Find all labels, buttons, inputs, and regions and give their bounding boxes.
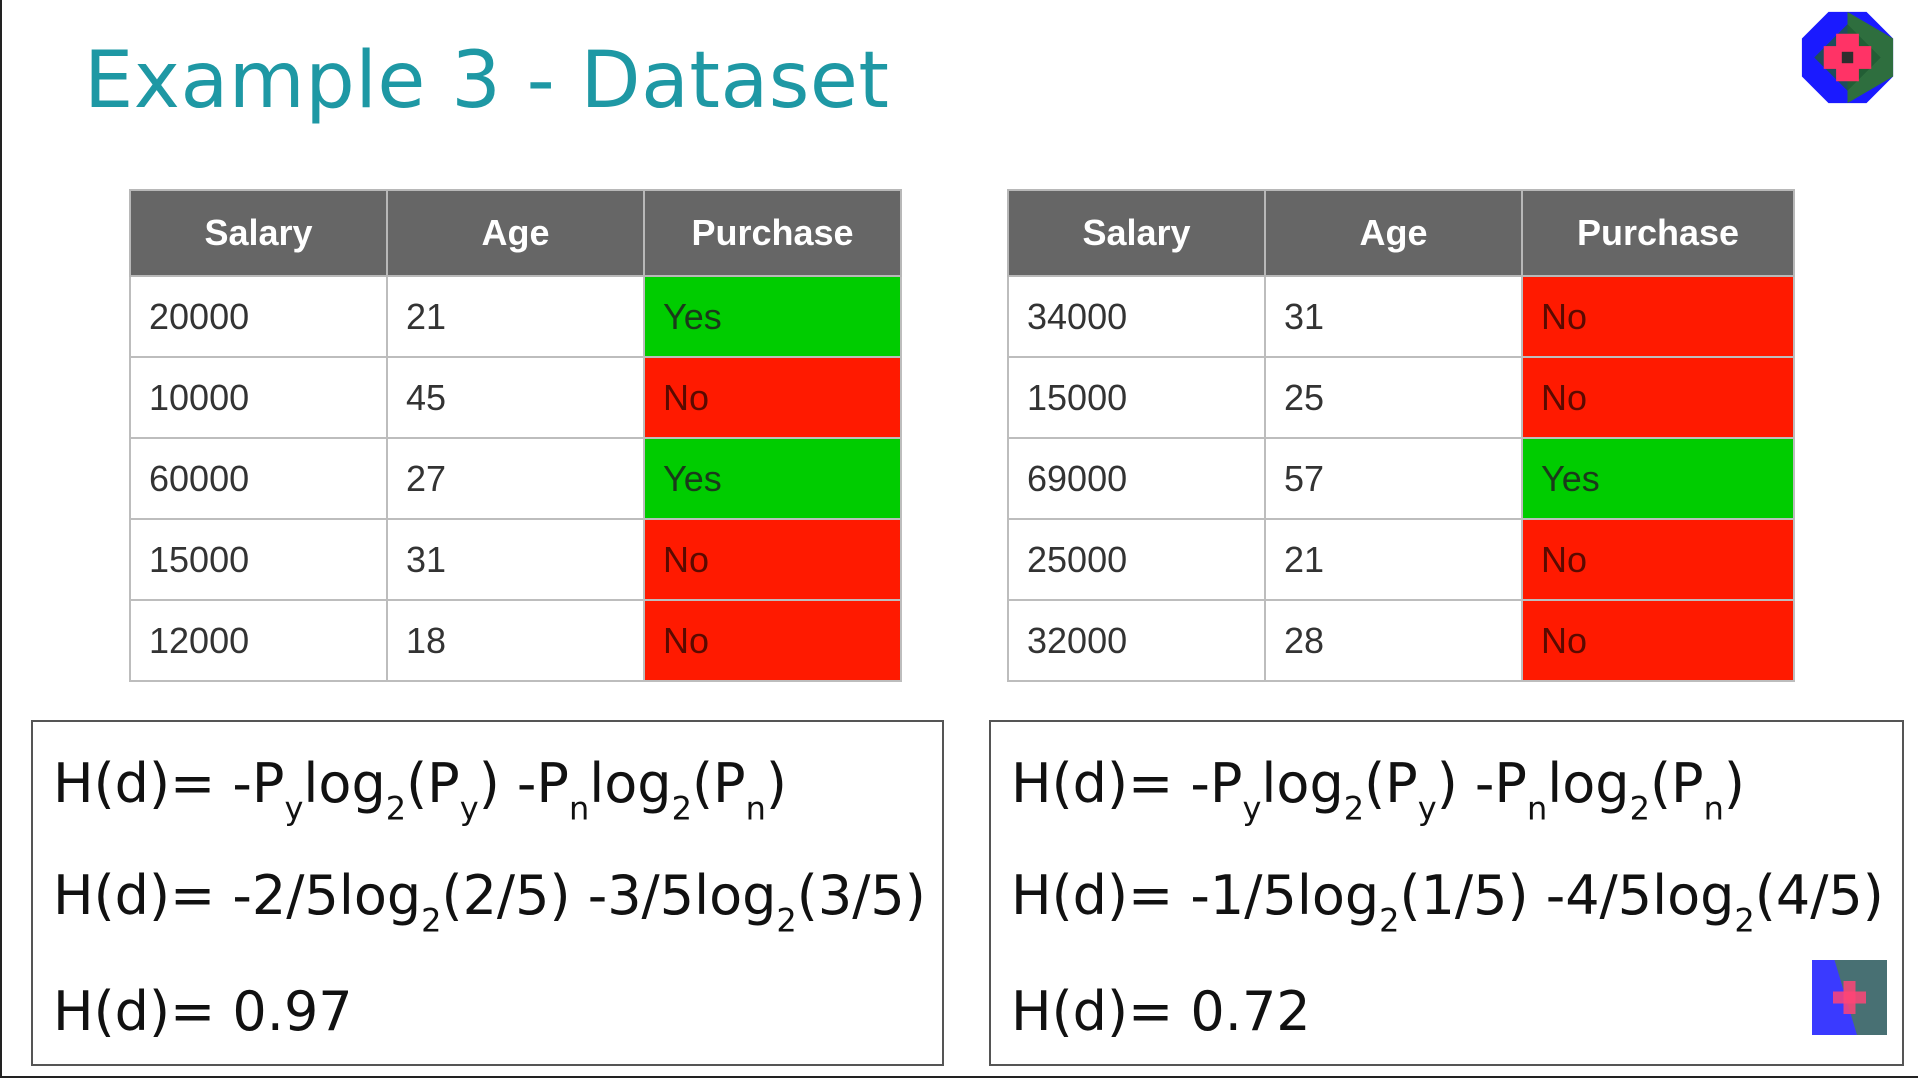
cell-age: 31 xyxy=(386,518,645,601)
cell-age: 27 xyxy=(386,437,645,520)
header-purchase: Purchase xyxy=(643,189,902,277)
logo-icon xyxy=(1801,11,1894,104)
formula-line-general: H(d)= -Pylog2(Py) -Pnlog2(Pn) xyxy=(53,752,787,828)
table-row: 15000 25 No xyxy=(1007,356,1795,439)
header-salary: Salary xyxy=(1007,189,1266,277)
cell-salary: 12000 xyxy=(129,599,388,682)
cell-salary: 10000 xyxy=(129,356,388,439)
cell-purchase: No xyxy=(1521,275,1795,358)
table-row: 34000 31 No xyxy=(1007,275,1795,358)
dataset-table-left: Salary Age Purchase 20000 21 Yes 10000 4… xyxy=(129,189,902,682)
cell-salary: 32000 xyxy=(1007,599,1266,682)
cell-age: 31 xyxy=(1264,275,1523,358)
cell-age: 21 xyxy=(1264,518,1523,601)
cell-purchase: No xyxy=(643,599,902,682)
entropy-formula-box-left: H(d)= -Pylog2(Py) -Pnlog2(Pn) H(d)= -2/5… xyxy=(31,720,944,1066)
cell-salary: 20000 xyxy=(129,275,388,358)
cell-age: 28 xyxy=(1264,599,1523,682)
cell-salary: 69000 xyxy=(1007,437,1266,520)
cell-age: 57 xyxy=(1264,437,1523,520)
header-salary: Salary xyxy=(129,189,388,277)
formula-line-general: H(d)= -Pylog2(Py) -Pnlog2(Pn) xyxy=(1011,752,1745,828)
formula-line-substituted: H(d)= -2/5log2(2/5) -3/5log2(3/5) xyxy=(53,864,926,940)
cell-age: 25 xyxy=(1264,356,1523,439)
formula-line-result: H(d)= 0.97 xyxy=(53,980,353,1043)
table-row: 10000 45 No xyxy=(129,356,902,439)
formula-line-substituted: H(d)= -1/5log2(1/5) -4/5log2(4/5) xyxy=(1011,864,1884,940)
table-header-row: Salary Age Purchase xyxy=(129,189,902,277)
cell-salary: 25000 xyxy=(1007,518,1266,601)
cell-purchase: No xyxy=(643,518,902,601)
cell-age: 45 xyxy=(386,356,645,439)
logo-icon xyxy=(1812,960,1887,1035)
table-header-row: Salary Age Purchase xyxy=(1007,189,1795,277)
table-row: 15000 31 No xyxy=(129,518,902,601)
slide-title: Example 3 - Dataset xyxy=(84,36,890,126)
cell-age: 18 xyxy=(386,599,645,682)
table-row: 32000 28 No xyxy=(1007,599,1795,682)
header-age: Age xyxy=(386,189,645,277)
cell-purchase: Yes xyxy=(1521,437,1795,520)
formula-line-result: H(d)= 0.72 xyxy=(1011,980,1311,1043)
cell-purchase: No xyxy=(1521,356,1795,439)
cell-purchase: No xyxy=(643,356,902,439)
cell-salary: 15000 xyxy=(1007,356,1266,439)
header-purchase: Purchase xyxy=(1521,189,1795,277)
table-row: 12000 18 No xyxy=(129,599,902,682)
cell-salary: 60000 xyxy=(129,437,388,520)
cell-salary: 34000 xyxy=(1007,275,1266,358)
header-age: Age xyxy=(1264,189,1523,277)
table-row: 60000 27 Yes xyxy=(129,437,902,520)
cell-salary: 15000 xyxy=(129,518,388,601)
cell-age: 21 xyxy=(386,275,645,358)
table-row: 20000 21 Yes xyxy=(129,275,902,358)
dataset-table-right: Salary Age Purchase 34000 31 No 15000 25… xyxy=(1007,189,1795,682)
cell-purchase: Yes xyxy=(643,437,902,520)
entropy-formula-box-right: H(d)= -Pylog2(Py) -Pnlog2(Pn) H(d)= -1/5… xyxy=(989,720,1904,1066)
cell-purchase: Yes xyxy=(643,275,902,358)
cell-purchase: No xyxy=(1521,599,1795,682)
cell-purchase: No xyxy=(1521,518,1795,601)
table-row: 25000 21 No xyxy=(1007,518,1795,601)
table-row: 69000 57 Yes xyxy=(1007,437,1795,520)
